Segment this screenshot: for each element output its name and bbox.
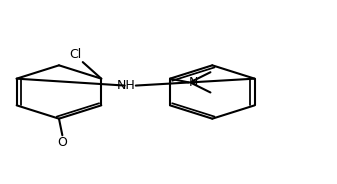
Text: Cl: Cl (69, 48, 81, 61)
Text: NH: NH (117, 79, 136, 92)
Text: N: N (188, 76, 198, 89)
Text: O: O (57, 136, 67, 149)
